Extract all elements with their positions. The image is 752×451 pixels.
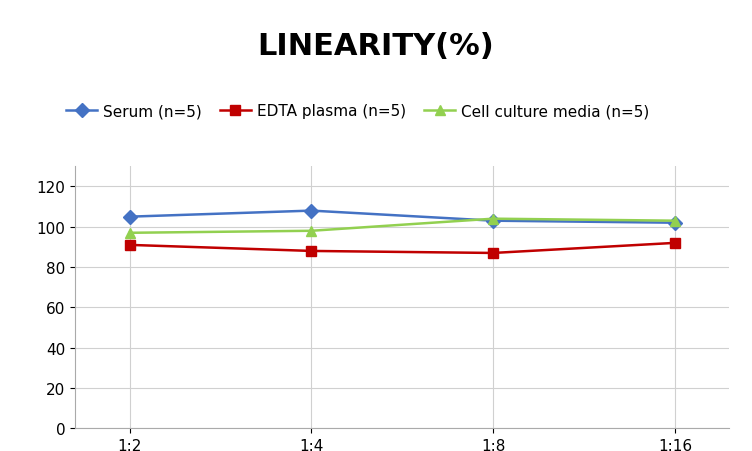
Line: EDTA plasma (n=5): EDTA plasma (n=5) bbox=[125, 239, 680, 258]
Serum (n=5) bbox=[307, 208, 316, 214]
EDTA plasma (n=5) bbox=[307, 249, 316, 254]
Legend: Serum (n=5), EDTA plasma (n=5), Cell culture media (n=5): Serum (n=5), EDTA plasma (n=5), Cell cul… bbox=[60, 98, 655, 125]
Serum (n=5) bbox=[125, 215, 134, 220]
Cell culture media (n=5) bbox=[125, 230, 134, 236]
EDTA plasma (n=5) bbox=[671, 241, 680, 246]
EDTA plasma (n=5) bbox=[125, 243, 134, 248]
Serum (n=5) bbox=[489, 218, 498, 224]
Text: LINEARITY(%): LINEARITY(%) bbox=[258, 32, 494, 60]
EDTA plasma (n=5) bbox=[489, 251, 498, 256]
Cell culture media (n=5) bbox=[489, 216, 498, 222]
Line: Cell culture media (n=5): Cell culture media (n=5) bbox=[125, 214, 680, 238]
Cell culture media (n=5) bbox=[307, 229, 316, 234]
Line: Serum (n=5): Serum (n=5) bbox=[125, 206, 680, 228]
Serum (n=5) bbox=[671, 221, 680, 226]
Cell culture media (n=5) bbox=[671, 218, 680, 224]
